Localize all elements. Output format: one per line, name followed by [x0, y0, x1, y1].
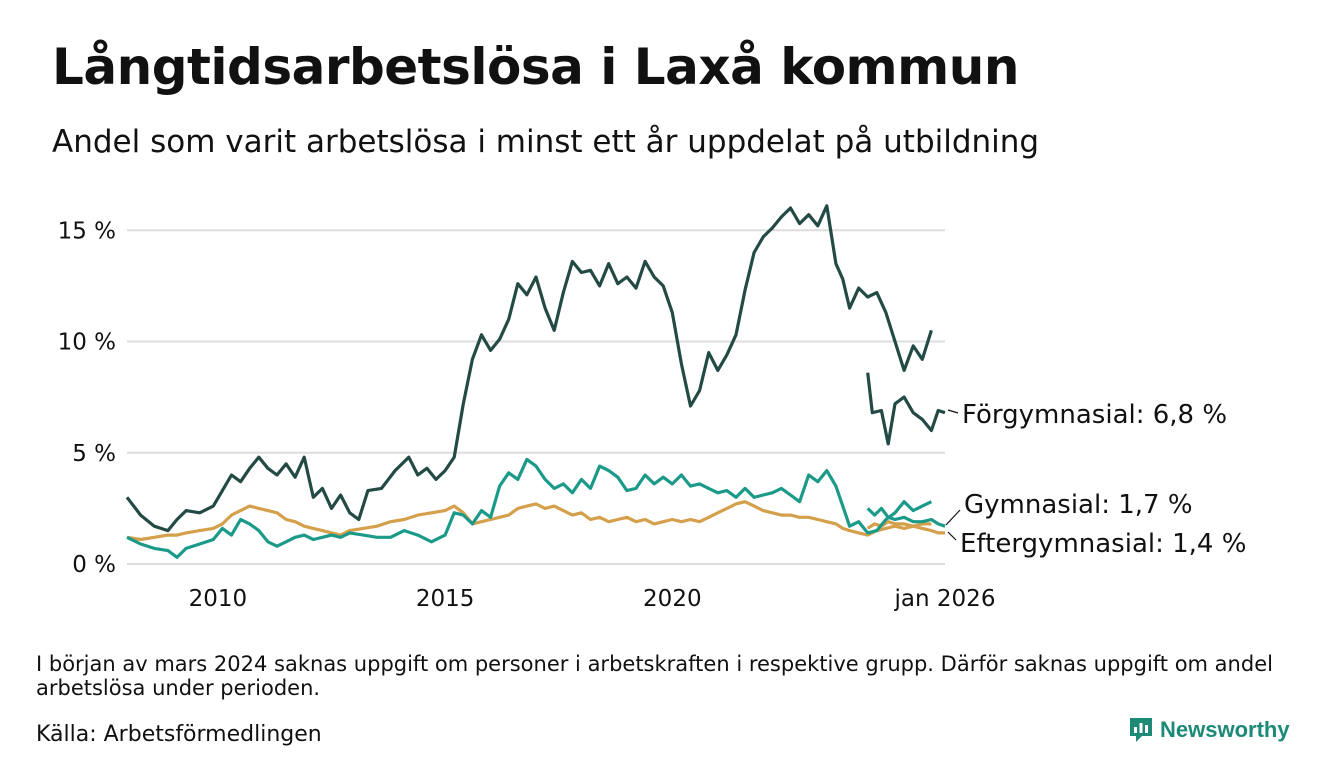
series-labels: Förgymnasial: 6,8 % Gymnasial: 1,7 % Efter…: [945, 400, 1246, 559]
source-credit: Källa: Arbetsförmedlingen: [36, 722, 322, 747]
newsworthy-logo-icon: [1130, 718, 1152, 742]
label-leader-gymnasial: [945, 509, 961, 526]
x-tick-label: 2010: [189, 586, 248, 612]
series-line-gymnasial-after-gap: [866, 506, 946, 528]
chart-title: Långtidsarbetslösa i Laxå kommun: [52, 38, 1019, 96]
footnote: I början av mars 2024 saknas uppgift om …: [36, 652, 1273, 700]
series-line-gymnasial: [126, 457, 933, 559]
line-chart: 0 % 5 % 10 % 15 % 2010 2015 2020 jan 2026 Förg…: [58, 204, 1246, 612]
x-axis-ticks: 2010 2015 2020 jan 2026: [189, 586, 996, 612]
y-tick-label: 0 %: [72, 552, 116, 578]
series-label-gymnasial: Gymnasial: 1,7 %: [964, 490, 1193, 520]
chart-subtitle: Andel som varit arbetslösa i minst ett å…: [52, 124, 1040, 160]
label-leader-förgymnasial: [947, 409, 959, 414]
gridlines: [127, 229, 945, 565]
x-tick-label: 2020: [643, 586, 702, 612]
series-line-förgymnasial-after-gap: [866, 372, 946, 446]
series-label-eftergymnasial: Eftergymnasial: 1,4 %: [960, 529, 1246, 559]
y-tick-label: 15 %: [58, 218, 116, 244]
y-tick-label: 5 %: [72, 441, 116, 467]
newsworthy-logo: Newsworthy: [1128, 716, 1290, 744]
series-lines: [125, 204, 946, 559]
series-line-eftergymnasial: [126, 500, 932, 542]
x-tick-label: 2015: [416, 586, 475, 612]
y-axis-ticks: 0 % 5 % 10 % 15 %: [58, 218, 116, 578]
label-leader-eftergymnasial: [947, 531, 957, 541]
y-tick-label: 10 %: [58, 330, 116, 356]
x-tick-label: jan 2026: [894, 586, 996, 612]
series-label-förgymnasial: Förgymnasial: 6,8 %: [962, 400, 1227, 430]
newsworthy-logo-text: Newsworthy: [1160, 717, 1290, 742]
series-line-förgymnasial: [125, 204, 933, 533]
